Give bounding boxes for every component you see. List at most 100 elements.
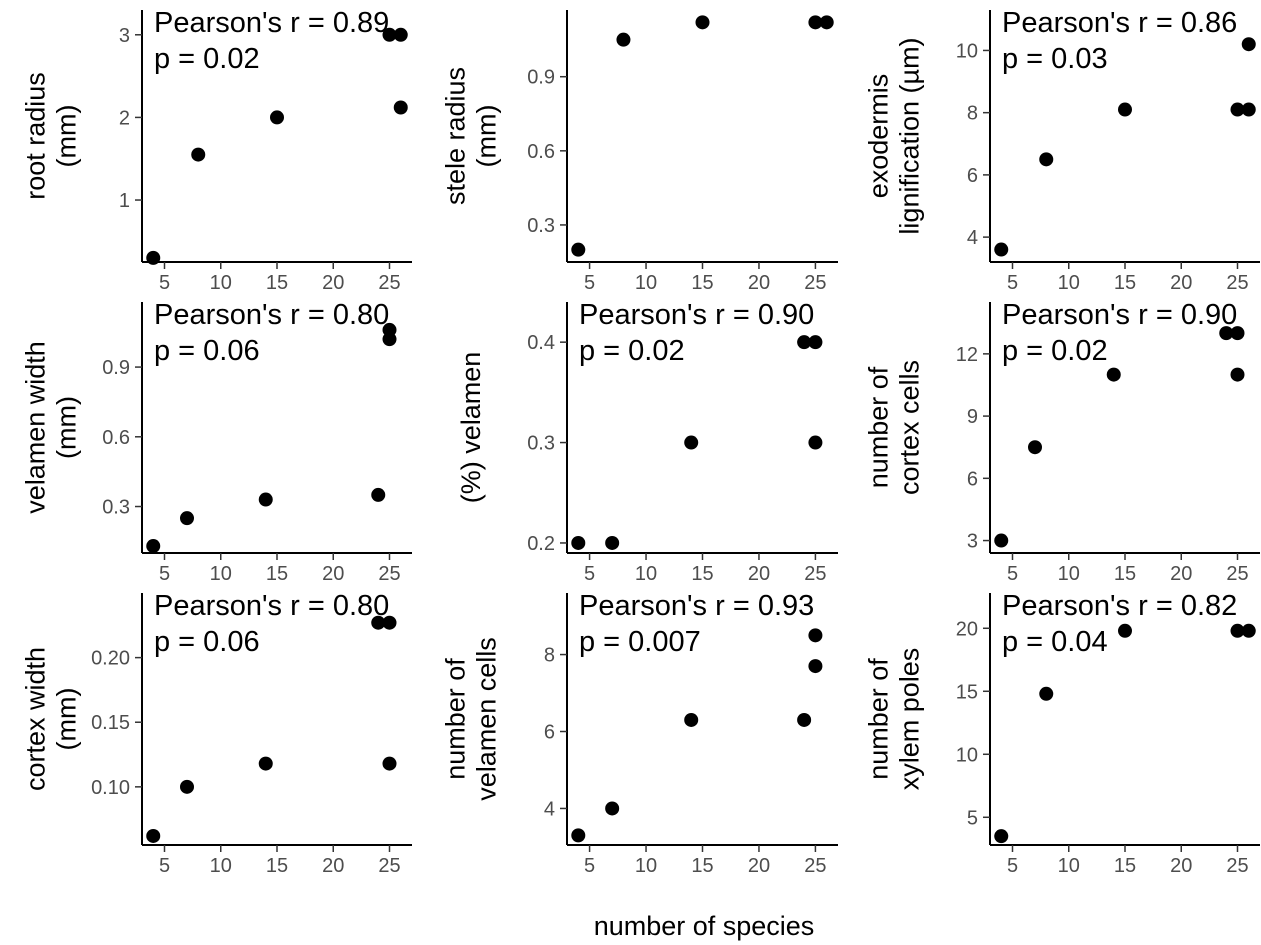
data-point xyxy=(571,828,586,843)
data-point xyxy=(1241,623,1256,638)
x-tick-label: 15 xyxy=(266,855,288,877)
x-tick-label: 20 xyxy=(322,563,344,585)
data-point xyxy=(270,110,284,125)
y-tick-label: 10 xyxy=(956,40,978,62)
y-axis-title-line: (%) velamen xyxy=(456,352,486,504)
data-point xyxy=(180,779,194,794)
data-point xyxy=(616,32,631,47)
stats-annotation-line: Pearson's r = 0.86 xyxy=(1002,7,1237,39)
panel-1-3: 5 10 15 20 25 4 6 8 10 exodermis lignification (µm… xyxy=(864,7,1260,294)
x-tick-label: 25 xyxy=(1226,563,1248,585)
x-tick-label: 20 xyxy=(748,855,770,877)
x-tick-label: 20 xyxy=(322,272,344,294)
y-axis-title-line: number of xyxy=(864,658,894,780)
x-tick-label: 15 xyxy=(1114,563,1136,585)
y-tick-label: 2 xyxy=(119,107,130,129)
y-tick-label: 6 xyxy=(967,165,978,187)
stats-annotation-line: p = 0.02 xyxy=(154,43,260,75)
stats-annotation-line: p = 0.04 xyxy=(1002,626,1108,658)
data-point xyxy=(1241,102,1256,117)
data-point xyxy=(695,15,710,30)
data-point xyxy=(258,756,273,771)
y-axis-title-line: (mm) xyxy=(52,396,82,459)
x-tick-label: 15 xyxy=(266,563,288,585)
data-point xyxy=(605,535,620,550)
data-point xyxy=(382,322,397,337)
y-tick-label: 3 xyxy=(967,531,978,553)
data-point xyxy=(1230,623,1245,638)
y-tick-label: 0.9 xyxy=(102,357,130,379)
y-tick-label: 0.3 xyxy=(527,215,555,237)
stats-annotation-line: Pearson's r = 0.90 xyxy=(1002,299,1237,331)
x-tick-label: 5 xyxy=(584,563,595,585)
panel-1-2: 5 10 15 20 25 0.3 0.6 0.9 stele radius (mm) xyxy=(441,10,838,294)
stats-annotation-line: Pearson's r = 0.89 xyxy=(154,7,389,39)
data-point xyxy=(1039,686,1054,701)
y-axis-title-line: cortex width xyxy=(21,647,51,791)
stats-annotation-line: p = 0.03 xyxy=(1002,43,1108,75)
panel-2-2: 5 10 15 20 25 0.2 0.3 0.4 (%) velamen Pearson's r… xyxy=(456,299,838,585)
y-tick-label: 4 xyxy=(544,798,555,820)
y-tick-label: 0.9 xyxy=(527,67,555,89)
x-tick-label: 25 xyxy=(378,272,400,294)
y-tick-label: 0.10 xyxy=(91,777,130,799)
x-tick-label: 10 xyxy=(635,272,657,294)
y-tick-label: 6 xyxy=(544,722,555,744)
x-tick-label: 25 xyxy=(1226,272,1248,294)
data-point xyxy=(1106,367,1121,382)
data-point xyxy=(146,539,161,554)
x-tick-label: 20 xyxy=(1170,855,1192,877)
x-tick-label: 25 xyxy=(378,563,400,585)
data-point xyxy=(797,712,812,727)
x-tick-label: 5 xyxy=(1007,563,1018,585)
data-point xyxy=(684,435,699,450)
y-tick-label: 0.3 xyxy=(102,497,130,519)
x-tick-label: 10 xyxy=(1058,563,1080,585)
x-tick-label: 25 xyxy=(378,855,400,877)
y-tick-label: 0.2 xyxy=(527,533,555,555)
x-tick-label: 20 xyxy=(748,272,770,294)
stats-annotation-line: p = 0.007 xyxy=(579,626,701,658)
data-point xyxy=(1230,102,1245,117)
y-axis-title-line: xylem poles xyxy=(895,648,925,791)
data-point xyxy=(808,335,823,350)
stats-annotation-line: Pearson's r = 0.82 xyxy=(1002,590,1237,622)
y-tick-label: 12 xyxy=(956,344,978,366)
shared-x-axis-title: number of species xyxy=(594,911,815,941)
data-point xyxy=(191,147,206,162)
data-point xyxy=(180,511,194,526)
x-tick-label: 25 xyxy=(804,272,826,294)
data-point xyxy=(393,100,408,115)
data-point xyxy=(146,250,161,265)
x-tick-label: 25 xyxy=(804,563,826,585)
x-tick-label: 5 xyxy=(159,855,170,877)
data-point xyxy=(146,828,161,843)
x-tick-label: 20 xyxy=(1170,272,1192,294)
data-point xyxy=(1118,102,1132,117)
y-axis-title-line: cortex cells xyxy=(895,360,925,495)
x-tick-label: 10 xyxy=(210,272,232,294)
data-point xyxy=(808,15,823,30)
stats-annotation-line: p = 0.06 xyxy=(154,335,260,367)
x-tick-label: 15 xyxy=(691,272,713,294)
stats-annotation-line: p = 0.02 xyxy=(1002,335,1108,367)
panel-2-3: 5 10 15 20 25 3 6 9 12 number of cortex cells Pears… xyxy=(864,299,1260,585)
y-tick-label: 0.6 xyxy=(102,427,130,449)
stats-annotation-line: Pearson's r = 0.80 xyxy=(154,299,389,331)
data-point xyxy=(994,829,1009,844)
x-tick-label: 20 xyxy=(748,563,770,585)
y-tick-label: 5 xyxy=(967,807,978,829)
y-axis-title-line: velamen cells xyxy=(472,637,502,801)
data-point xyxy=(571,242,586,257)
data-point xyxy=(1118,623,1132,638)
y-tick-label: 9 xyxy=(967,406,978,428)
data-point xyxy=(994,533,1009,548)
x-tick-label: 10 xyxy=(635,563,657,585)
x-tick-label: 25 xyxy=(1226,855,1248,877)
stats-annotation-line: Pearson's r = 0.93 xyxy=(579,590,814,622)
y-tick-label: 1 xyxy=(119,190,130,212)
y-axis-title-line: number of xyxy=(441,658,471,780)
data-point xyxy=(258,492,273,507)
y-tick-label: 20 xyxy=(956,618,978,640)
